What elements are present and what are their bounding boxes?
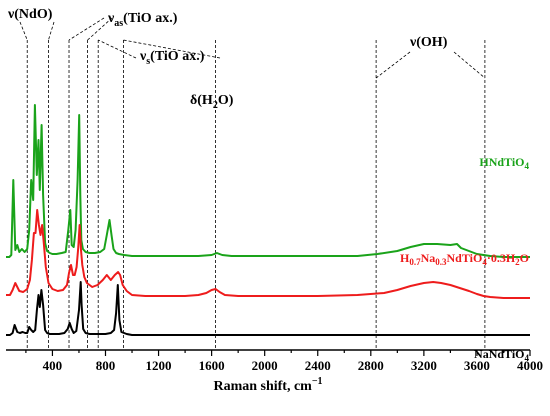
x-axis-title: Raman shift, cm−1 [213,376,322,394]
x-axis: 400 800 1200 1600 2000 2400 2800 3200 3600 4000 [6,349,543,373]
annotation-connector-nu-s-1 [123,39,221,59]
series-group [6,104,530,336]
series-label-h07na03-part-7: 2 [515,257,520,267]
annotations-group: ν(NdO)νas(TiO ax.)νs(TiO ax.)δ(H2O)ν(OH) [7,7,486,112]
annotation-connector-nu-oh-1 [453,51,486,79]
series-label-nandtio4-part-1: 4 [525,353,530,363]
annotation-nu-ndo-base: ν(NdO) [7,7,53,22]
annotation-nu-s-suffix: (TiO ax.) [150,49,205,64]
series-label-h07na03-part-1: 0.7 [409,257,421,267]
series-line-nandtio4 [6,281,530,336]
x-tick-label-2000: 2000 [252,358,278,373]
x-tick-label-2400: 2400 [305,358,331,373]
series-label-h07na03-part-2: Na [421,251,436,265]
annotation-nu-as-sub: as [114,18,123,29]
annotation-nu-as: νas(TiO ax.) [107,11,178,29]
annotation-connector-nu-as-0 [68,17,105,41]
series-label-h07na03-part-3: 0.3 [435,257,447,267]
x-tick-label-4000: 4000 [517,358,543,373]
annotation-delta-h2o-suffix: O) [218,93,234,108]
series-label-h07na03-part-6: ·0.3H [487,251,516,265]
series-label-h07na03: H0.7Na0.3NdTiO4·0.3H2O [400,251,529,267]
annotation-connector-nu-as-1 [87,17,113,41]
annotation-delta-h2o-sub: 2 [213,100,218,111]
annotation-delta-h2o: δ(H2O) [190,93,234,111]
x-axis-title-text: Raman shift, cm [213,379,312,394]
series-label-h07na03-part-0: H [400,251,410,265]
annotation-connector-nu-oh-0 [375,51,411,79]
annotation-nu-oh: ν(OH) [409,35,448,50]
series-label-hndtio4-part-0: HNdTiO [479,155,524,169]
series-label-h07na03-part-8: O [520,251,529,265]
annotation-nu-as-suffix: (TiO ax.) [123,11,178,26]
series-label-hndtio4-part-1: 4 [525,161,530,171]
guide-lines [26,40,486,350]
series-label-h07na03-part-5: 4 [482,257,487,267]
series-label-hndtio4: HNdTiO4 [479,155,529,171]
x-tick-label-1600: 1600 [199,358,225,373]
annotation-nu-ndo: ν(NdO) [7,7,53,22]
annotation-nu-s-base: ν [139,49,147,64]
annotation-nu-oh-base: ν(OH) [409,35,448,50]
series-line-h07na03 [6,209,530,299]
x-tick-label-1200: 1200 [146,358,172,373]
annotation-nu-s: νs(TiO ax.) [139,49,205,67]
x-tick-label-400: 400 [43,358,63,373]
x-tick-label-3200: 3200 [411,358,437,373]
x-axis-title-unit-sup: −1 [312,376,323,387]
x-tick-label-800: 800 [96,358,116,373]
series-line-hndtio4 [6,104,530,258]
annotation-connector-nu-ndo-0 [19,21,28,41]
x-tick-label-3600: 3600 [464,358,490,373]
x-tick-label-2800: 2800 [358,358,384,373]
annotation-delta-h2o-base: δ(H [190,93,213,108]
annotation-connector-nu-s-0 [98,39,137,59]
series-label-h07na03-part-4: NdTiO [447,251,483,265]
annotation-nu-s-sub: s [146,56,150,67]
annotation-connector-nu-ndo-1 [48,21,55,41]
